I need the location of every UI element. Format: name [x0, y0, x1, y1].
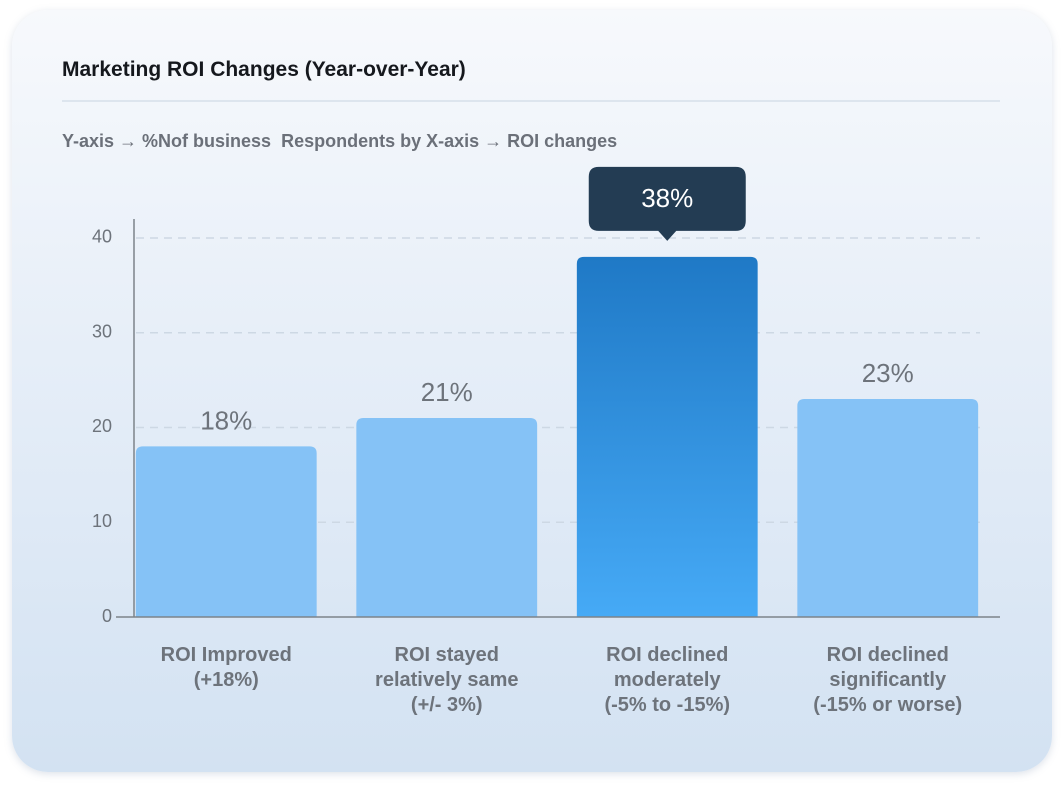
bar — [356, 418, 538, 617]
card — [12, 10, 1052, 772]
y-tick-label: 30 — [92, 321, 112, 341]
bar — [797, 399, 979, 617]
value-label: 38% — [641, 183, 693, 213]
y-tick-label: 10 — [92, 511, 112, 531]
tooltip — [588, 166, 746, 241]
chart-subtitle: Y-axis → %Nof business Respondents by X-… — [62, 131, 618, 151]
value-label: 23% — [862, 358, 914, 388]
bar — [576, 256, 758, 617]
x-tick-label: ROI Improved (+18%) — [160, 644, 292, 691]
value-label: 21% — [421, 377, 473, 407]
y-tick-label: 0 — [102, 606, 112, 626]
bar — [135, 446, 317, 617]
y-tick-label: 40 — [92, 227, 112, 247]
x-tick-label: ROI stayed relatively same (+/- 3%) — [375, 644, 519, 716]
y-tick-label: 20 — [92, 416, 112, 436]
value-label: 18% — [200, 405, 252, 435]
x-tick-label: ROI declined significantly (-15% or wors… — [813, 644, 963, 716]
chart-title: Marketing ROI Changes (Year-over-Year) — [62, 58, 466, 81]
x-tick-label: ROI declined moderately (-5% to -15%) — [604, 644, 731, 716]
